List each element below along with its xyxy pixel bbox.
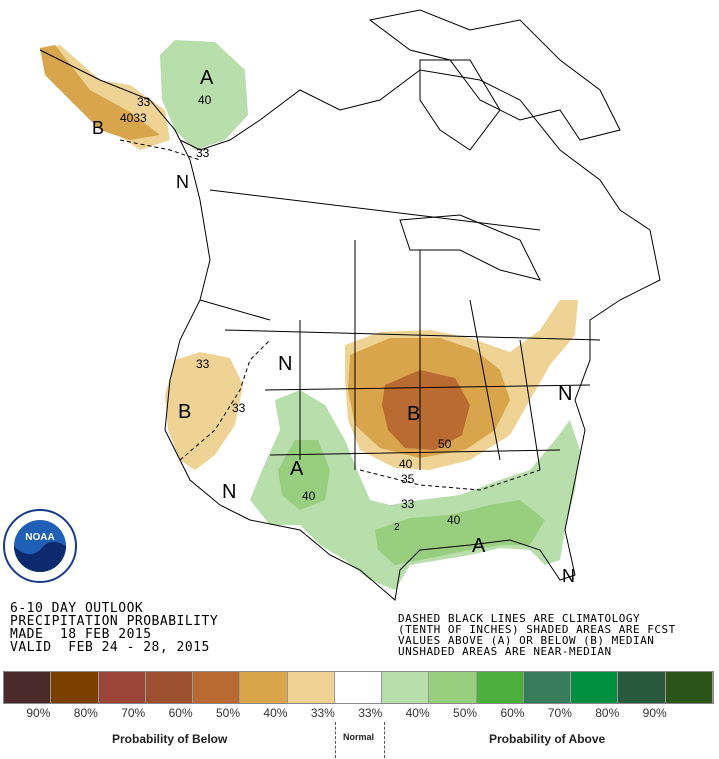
- legend-above-label: Probability of Above: [489, 732, 606, 746]
- legend-tick-label: 60%: [168, 706, 193, 720]
- label-se-40: 40: [447, 513, 461, 527]
- label-midwest-35: 35: [401, 472, 415, 486]
- note-line-2: (TENTH OF INCHES) SHADED AREAS ARE FCST: [398, 623, 676, 636]
- legend-swatch: [429, 672, 477, 703]
- label-nm-40: 40: [302, 489, 316, 503]
- legend-tick-label: 90%: [642, 706, 667, 720]
- label-alaska-a-40: 40: [198, 93, 212, 107]
- legend-tick-label: 80%: [73, 706, 98, 720]
- legend-swatch: [4, 672, 52, 703]
- label-southwest-n: N: [222, 481, 236, 503]
- legend-swatch: [665, 672, 713, 703]
- alaska-below-40-area: [40, 45, 160, 140]
- legend-swatch: [523, 672, 572, 703]
- legend-tick-label: 90%: [26, 706, 51, 720]
- legend-swatch: [240, 672, 288, 703]
- legend-swatch: [51, 672, 99, 703]
- outlook-map: A 40 33 4033 B 33 N 33 B 33 N N A 40 B 5…: [3, 9, 661, 601]
- legend-tick-label: 50%: [216, 706, 241, 720]
- legend-tick-label: 70%: [121, 706, 146, 720]
- legend-tick-label: 60%: [500, 706, 525, 720]
- normal-divider-left: [335, 722, 336, 758]
- legend-tick-label: 40%: [263, 706, 288, 720]
- legend-tick-label: 70%: [547, 706, 572, 720]
- label-se-a: A: [472, 535, 486, 557]
- note-block: DASHED BLACK LINES ARE CLIMATOLOGY (TENTH…: [398, 613, 676, 657]
- legend-swatch: [193, 672, 241, 703]
- legend-swatch: [334, 672, 383, 703]
- valid-dates: VALID FEB 24 - 28, 2015: [10, 640, 210, 655]
- legend-swatch: [98, 672, 146, 703]
- outlook-title-block: 6-10 DAY OUTLOOK PRECIPITATION PROBABILIT…: [10, 602, 218, 654]
- legend-normal-label: Normal: [343, 732, 375, 742]
- legend-swatch: [382, 672, 430, 703]
- legend-ticks: 90% 80% 70% 60% 50% 40% 33% 33% 40% 50% 60% 70% 80% 9…: [3, 704, 714, 720]
- legend-swatch: [287, 672, 335, 703]
- normal-divider-right: [384, 722, 385, 758]
- outlook-title: 6-10 DAY OUTLOOK: [10, 601, 144, 616]
- label-east-n: N: [558, 383, 572, 405]
- label-florida-n: N: [562, 566, 575, 586]
- svg-text:NOAA: NOAA: [25, 532, 54, 543]
- label-midwest-40: 40: [399, 457, 413, 471]
- coastlines: [39, 9, 661, 601]
- legend-below-label: Probability of Below: [112, 732, 228, 746]
- label-midwest-33: 33: [401, 497, 415, 511]
- label-west-b: B: [178, 401, 191, 423]
- note-line-3: VALUES ABOVE (A) OR BELOW (B) MEDIAN: [398, 634, 655, 647]
- note-line-1: DASHED BLACK LINES ARE CLIMATOLOGY: [398, 612, 641, 625]
- label-gulf-2: 2: [394, 522, 400, 533]
- label-midwest-b: B: [407, 403, 420, 425]
- legend-swatch: [571, 672, 619, 703]
- legend-swatch: [476, 672, 524, 703]
- legend-swatch: [145, 672, 194, 703]
- climatology-lines: [119, 139, 541, 491]
- label-alaska-4033: 4033: [120, 111, 147, 125]
- legend-tick-label: 40%: [405, 706, 430, 720]
- alaska-above-area: [160, 40, 248, 150]
- legend-tick-spacer: [667, 704, 714, 720]
- legend-color-bar: [3, 671, 714, 704]
- made-date: MADE 18 FEB 2015: [10, 627, 152, 642]
- legend-tick-label: 80%: [595, 706, 620, 720]
- midwest-below-50-area: [382, 370, 470, 450]
- legend-tick-label: 33%: [310, 706, 335, 720]
- label-alaska-n: N: [176, 172, 189, 192]
- outlook-subtitle: PRECIPITATION PROBABILITY: [10, 614, 219, 629]
- label-alaska-33b: 33: [196, 146, 210, 160]
- legend-swatch: [618, 672, 666, 703]
- southwest-above-40-area: [278, 440, 330, 510]
- west-below-area: [165, 352, 243, 470]
- southeast-above-40-area: [375, 500, 545, 565]
- label-alaska-b: B: [92, 118, 104, 138]
- legend-tick-label: 50%: [453, 706, 478, 720]
- label-alaska-a: A: [200, 67, 214, 89]
- label-nm-a: A: [290, 458, 304, 480]
- label-montana-n: N: [278, 353, 292, 375]
- note-line-4: UNSHADED AREAS ARE NEAR-MEDIAN: [398, 645, 612, 658]
- noaa-logo: NOAA: [3, 509, 77, 583]
- label-alaska-33a: 33: [137, 95, 151, 109]
- legend-tick-label: 33%: [358, 706, 383, 720]
- label-west-33a: 33: [196, 357, 210, 371]
- label-midwest-50: 50: [438, 437, 452, 451]
- label-west-33b: 33: [232, 401, 246, 415]
